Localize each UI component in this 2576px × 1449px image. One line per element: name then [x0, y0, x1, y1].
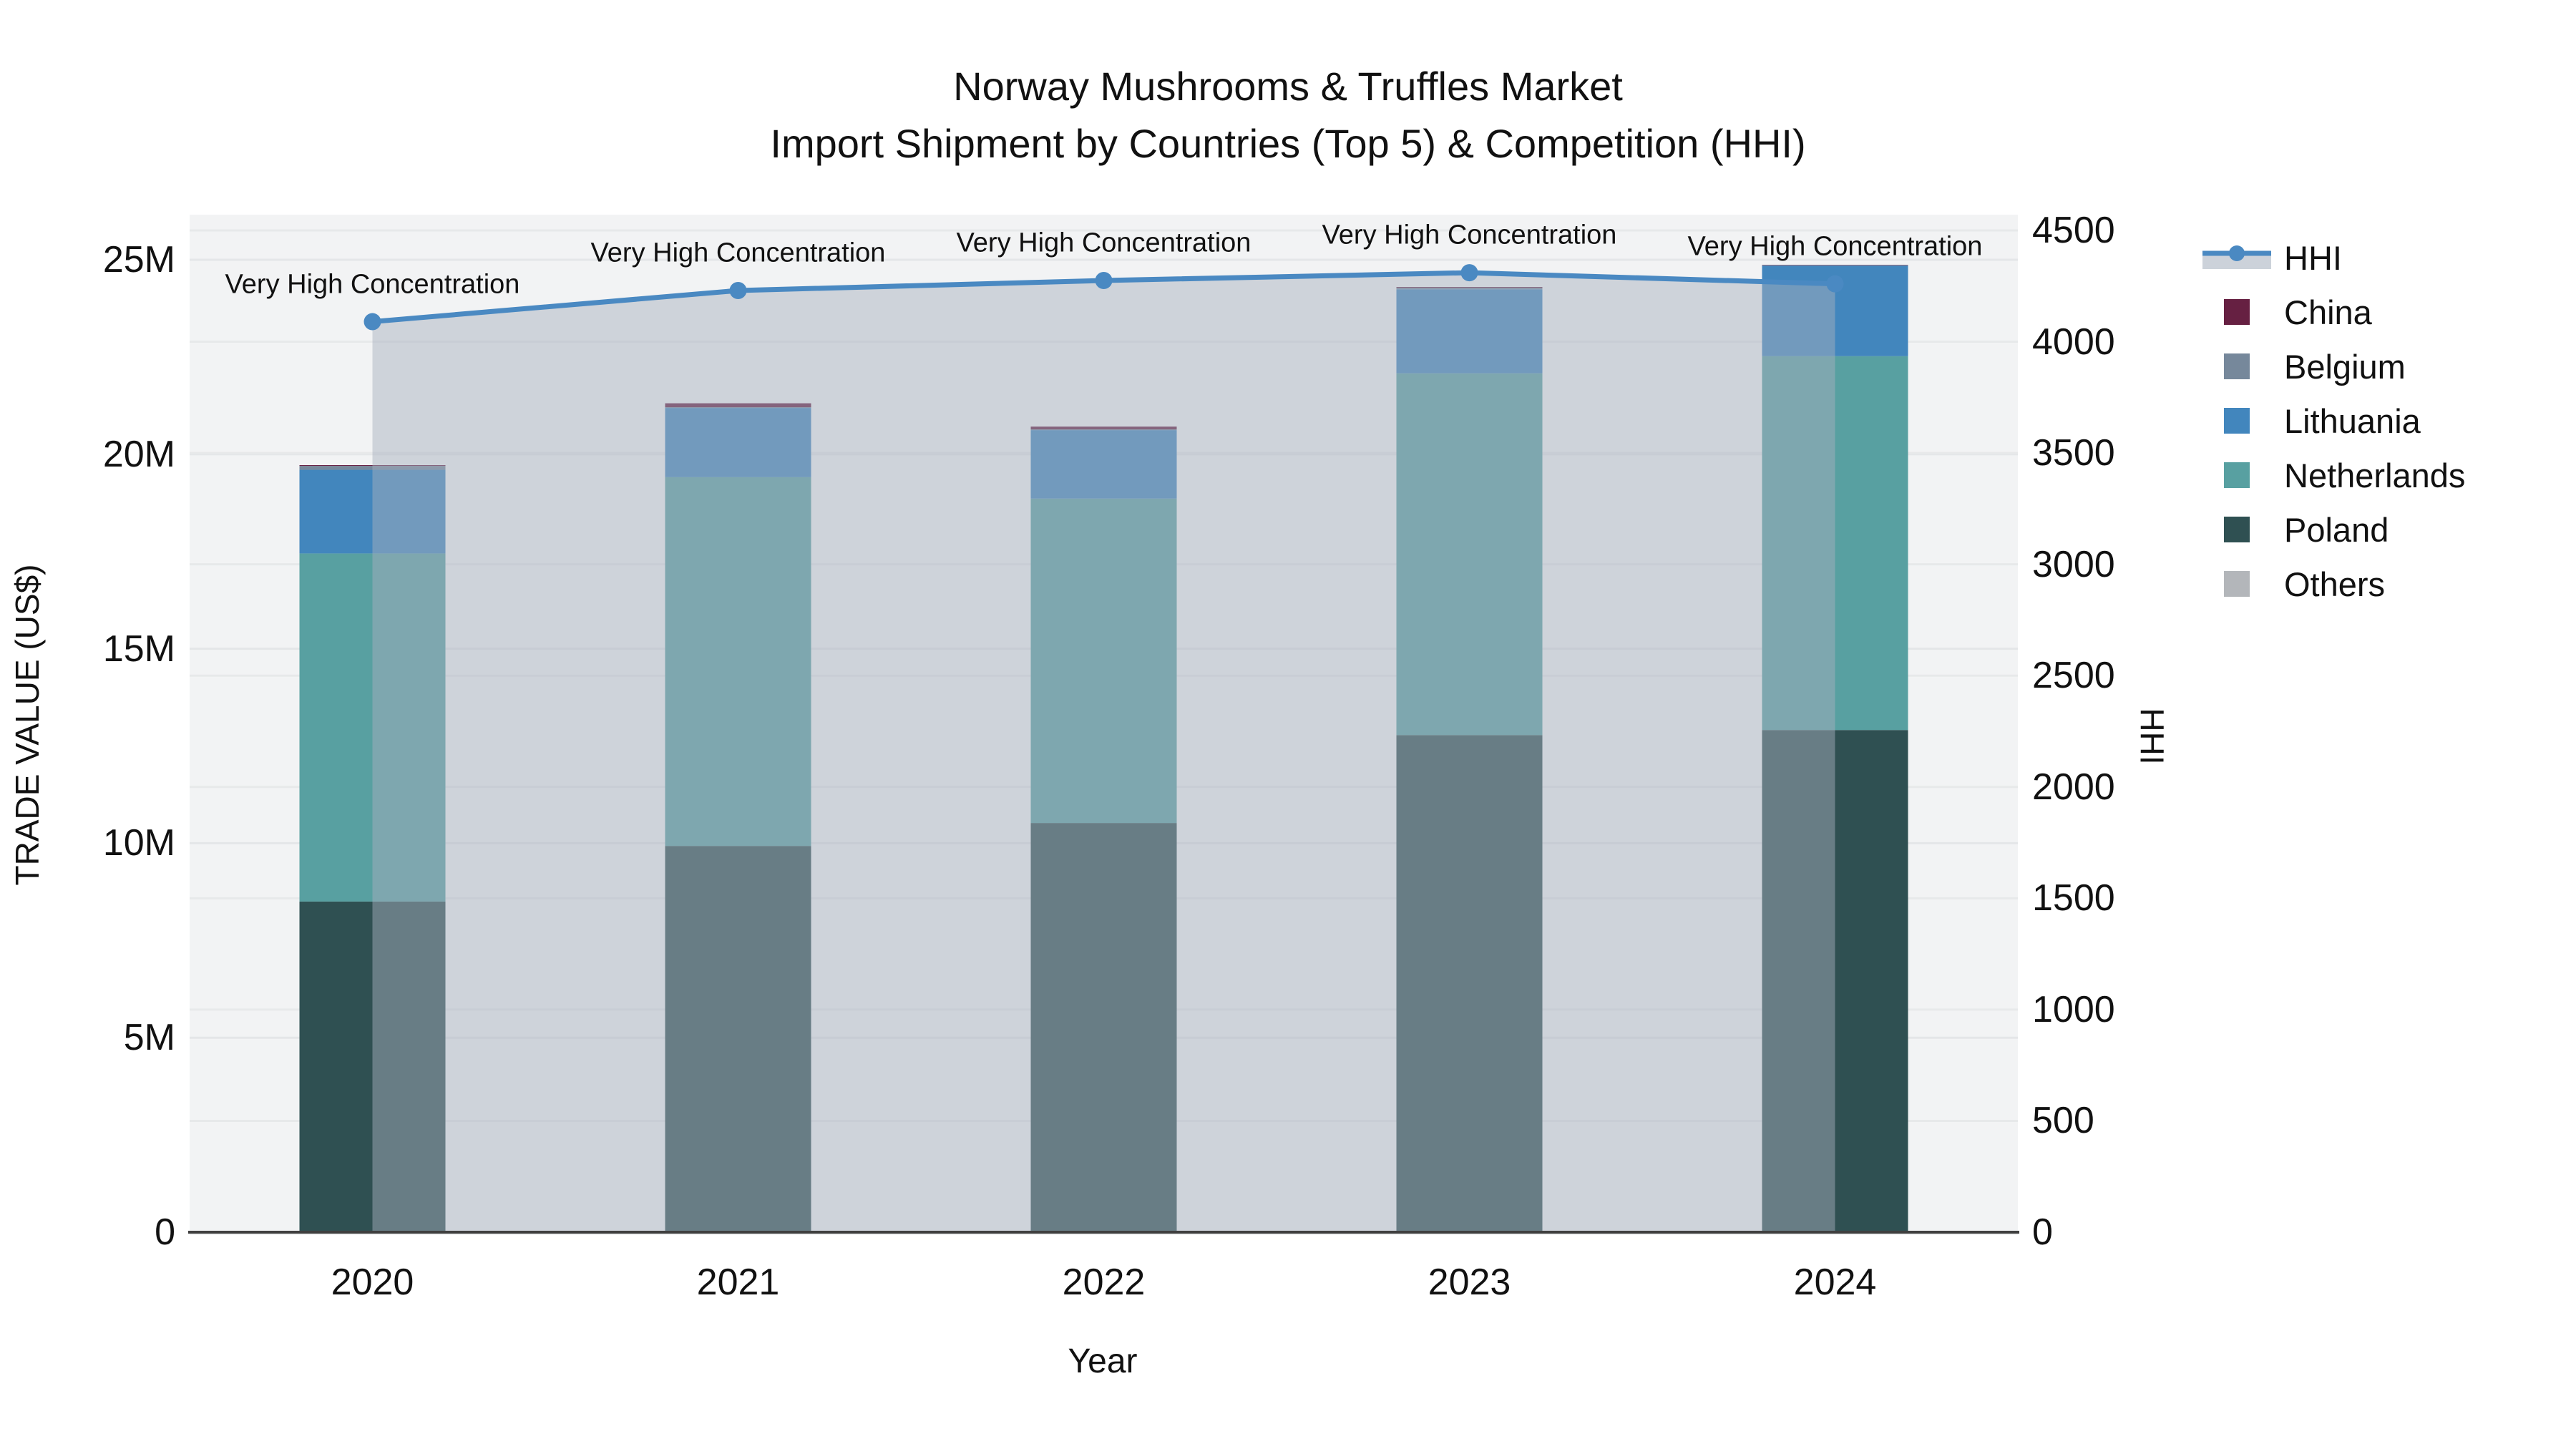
y-right-tick-label: 1500	[2032, 877, 2115, 919]
plot-svg	[190, 229, 2018, 1233]
bar-segment-lithuania-2022	[1030, 430, 1177, 499]
bar-segment-lithuania-2023	[1396, 289, 1543, 374]
x-tick-label: 2024	[1793, 1262, 1877, 1303]
bar-segment-netherlands-2023	[1396, 373, 1543, 736]
chart-title-line1: Norway Mushrooms & Truffles Market	[953, 64, 1623, 109]
y-left-tick-label: 25M	[102, 239, 175, 280]
legend-swatch-belgium-icon	[2224, 353, 2250, 379]
bar-segment-poland-2022	[1030, 823, 1177, 1232]
x-axis-line	[188, 1231, 2019, 1234]
bar-segment-poland-2021	[665, 846, 811, 1232]
legend-label-poland: Poland	[2284, 510, 2389, 549]
bar-segment-china-2023	[1396, 287, 1543, 288]
y-right-tick-label: 500	[2032, 1100, 2094, 1142]
hhi-line-swatch-icon	[2202, 243, 2271, 272]
legend-item-lithuania[interactable]: Lithuania	[2190, 399, 2576, 442]
bar-segment-china-2022	[1030, 426, 1177, 430]
bar-segment-china-2021	[665, 403, 811, 408]
legend-swatch-poland-icon	[2224, 517, 2250, 542]
y-left-tick-label: 15M	[102, 628, 175, 670]
bar-segment-netherlands-2024	[1762, 356, 1908, 731]
legend-item-hhi[interactable]: HHI	[2190, 236, 2576, 279]
bar-segment-poland-2020	[299, 901, 446, 1232]
legend-item-poland[interactable]: Poland	[2190, 508, 2576, 551]
bar-segment-belgium-2024	[1762, 265, 1908, 266]
y-left-axis-title: TRADE VALUE (US$)	[9, 564, 46, 886]
legend-item-china[interactable]: China	[2190, 291, 2576, 333]
bar-segment-netherlands-2020	[299, 553, 446, 902]
legend-item-belgium[interactable]: Belgium	[2190, 345, 2576, 388]
bar-segment-belgium-2023	[1396, 288, 1543, 290]
bar-segment-poland-2023	[1396, 735, 1543, 1232]
x-tick-label: 2020	[331, 1262, 414, 1303]
bar-segment-lithuania-2020	[299, 469, 446, 554]
hhi-annotation-2021: Very High Concentration	[590, 238, 886, 268]
y-right-tick-label: 3000	[2032, 543, 2115, 585]
y-left-tick-label: 10M	[102, 822, 175, 864]
chart-title-line2: Import Shipment by Countries (Top 5) & C…	[770, 121, 1806, 166]
legend-swatch-china-icon	[2224, 299, 2250, 325]
legend-label-others: Others	[2284, 565, 2386, 603]
y-left-tick-label: 0	[155, 1211, 175, 1253]
y-right-tick-label: 2000	[2032, 766, 2115, 808]
bar-segment-belgium-2022	[1030, 429, 1177, 431]
legend-swatch-others-icon	[2224, 571, 2250, 597]
legend: HHI China Belgium Lithuania Netherlands Polan…	[2190, 236, 2576, 637]
bar-segment-poland-2024	[1762, 730, 1908, 1232]
x-tick-label: 2023	[1428, 1262, 1511, 1303]
legend-label-china: China	[2284, 293, 2372, 331]
legend-item-netherlands[interactable]: Netherlands	[2190, 454, 2576, 497]
y-right-tick-label: 1000	[2032, 988, 2115, 1030]
hhi-annotation-2023: Very High Concentration	[1322, 220, 1617, 250]
hhi-annotation-2020: Very High Concentration	[225, 269, 520, 300]
y-right-tick-label: 4000	[2032, 321, 2115, 363]
y-right-axis-title: HHI	[2133, 708, 2171, 765]
y-left-tick-label: 5M	[123, 1017, 175, 1059]
y-left-tick-label: 20M	[102, 433, 175, 475]
bar-segment-netherlands-2021	[665, 477, 811, 847]
bar-segment-belgium-2021	[665, 407, 811, 409]
bar-segment-lithuania-2021	[665, 408, 811, 477]
y-right-tick-label: 4500	[2032, 210, 2115, 251]
legend-label-netherlands: Netherlands	[2284, 456, 2466, 494]
legend-label-belgium: Belgium	[2284, 347, 2406, 386]
hhi-annotation-2022: Very High Concentration	[956, 228, 1252, 258]
hhi-marker-2021	[729, 282, 747, 299]
y-right-tick-label: 2500	[2032, 655, 2115, 697]
hhi-marker-2022	[1095, 272, 1113, 289]
legend-label-hhi: HHI	[2284, 238, 2342, 277]
bar-segment-netherlands-2022	[1030, 498, 1177, 824]
hhi-marker-2024	[1826, 275, 1844, 293]
x-tick-label: 2022	[1062, 1262, 1146, 1303]
legend-item-others[interactable]: Others	[2190, 562, 2576, 605]
y-right-tick-label: 0	[2032, 1211, 2053, 1253]
y-right-tick-label: 3500	[2032, 432, 2115, 474]
hhi-area-fill	[372, 273, 1835, 1233]
legend-swatch-netherlands-icon	[2224, 462, 2250, 488]
hhi-marker-2020	[364, 313, 381, 331]
legend-label-lithuania: Lithuania	[2284, 401, 2421, 440]
hhi-annotation-2024: Very High Concentration	[1687, 231, 1983, 262]
legend-swatch-lithuania-icon	[2224, 408, 2250, 434]
bar-segment-china-2020	[299, 465, 446, 467]
x-axis-title: Year	[1068, 1342, 1138, 1380]
x-tick-label: 2021	[696, 1262, 780, 1303]
hhi-marker-2023	[1460, 264, 1478, 282]
bar-segment-belgium-2020	[299, 466, 446, 470]
